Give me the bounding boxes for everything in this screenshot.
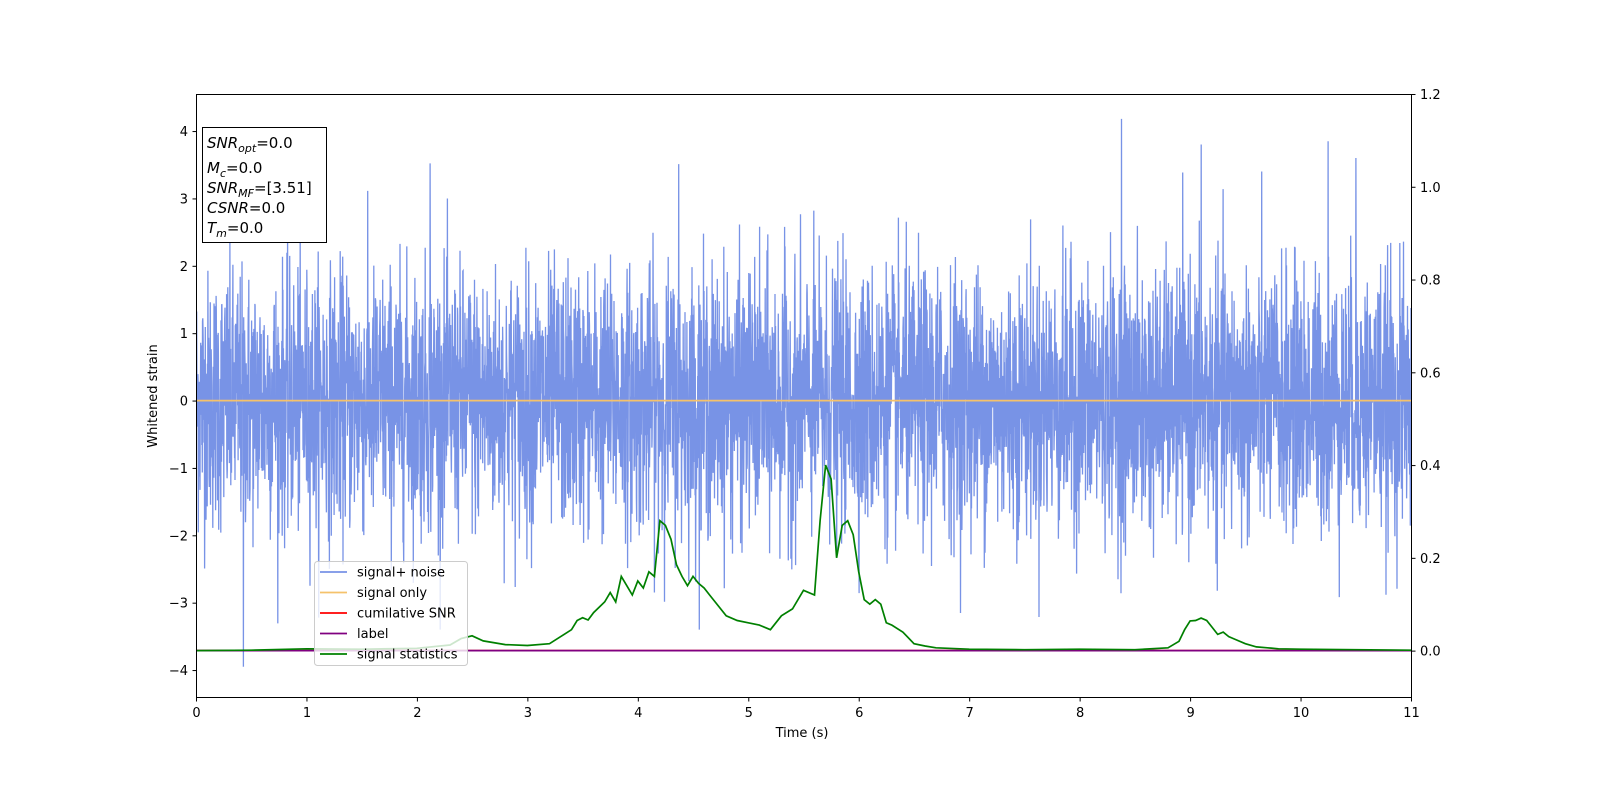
legend-label: signal statistics (357, 648, 458, 663)
ticks-layer: 0 1 2 3 4 5 6 7 8 9 10 11 −4 −3 −2 −1 0 1 2 3 4 0.0 0.2 0.4 0.6 0… (169, 88, 1441, 721)
x-tick-label: 6 (855, 706, 863, 721)
y-right-tick-label: 0.2 (1420, 552, 1441, 567)
x-tick-label: 10 (1293, 706, 1310, 721)
y-axis-label: Whitened strain (146, 344, 161, 447)
info-box-frame (202, 127, 327, 243)
series-line-signal-statistics (196, 464, 1411, 652)
y-left-tick-label: −3 (169, 597, 188, 612)
legend-item-cumulative-snr: cumilative SNR (320, 607, 456, 622)
legend-item-signal-only: signal only (320, 586, 427, 601)
info-box-line: SNRMF=[3.51] (207, 179, 312, 200)
info-box-line: Mc=0.0 (207, 159, 262, 180)
y-right-tick-label: 0.6 (1420, 366, 1441, 381)
y-right-tick-label: 1.2 (1420, 88, 1441, 103)
y-right-tick-label: 0.8 (1420, 274, 1441, 289)
y-right-tick-label: 0.4 (1420, 459, 1441, 474)
info-box-line: SNRopt=0.0 (207, 134, 293, 155)
y-right-tick-label: 0.0 (1420, 645, 1441, 660)
x-tick-label: 0 (192, 706, 200, 721)
y-left-tick-label: 4 (180, 125, 188, 140)
y-right-tick-label: 1.0 (1420, 181, 1441, 196)
series-line-signal-noise (196, 118, 1411, 667)
y-left-tick-label: −1 (169, 462, 188, 477)
y-left-tick-label: 2 (180, 260, 188, 275)
legend-label: label (357, 627, 388, 642)
x-tick-label: 7 (966, 706, 974, 721)
x-tick-label: 11 (1403, 706, 1420, 721)
y-left-tick-label: −4 (169, 664, 188, 679)
x-tick-label: 1 (303, 706, 311, 721)
info-box-line: CSNR=0.0 (207, 199, 285, 217)
y-left-tick-label: 3 (180, 192, 188, 207)
legend-label: signal only (357, 586, 427, 601)
axes-frame (196, 94, 1412, 698)
x-tick-label: 9 (1186, 706, 1194, 721)
legend-item-signal-noise: signal+ noise (320, 566, 445, 581)
legend-item-label: label (320, 627, 388, 642)
x-tick-label: 3 (524, 706, 532, 721)
legend-label: cumilative SNR (357, 607, 456, 622)
legend-frame (314, 561, 468, 666)
x-tick-label: 8 (1076, 706, 1084, 721)
x-tick-label: 5 (745, 706, 753, 721)
y-left-tick-label: 1 (180, 327, 188, 342)
x-axis-label: Time (s) (775, 726, 829, 741)
legend-label: signal+ noise (357, 566, 445, 581)
legend: signal+ noise signal only cumilative SNR la… (314, 561, 468, 666)
y-left-tick-label: −2 (169, 529, 188, 544)
x-tick-label: 4 (634, 706, 642, 721)
legend-item-signal-statistics: signal statistics (320, 648, 458, 663)
info-box-line: Tm=0.0 (207, 219, 263, 240)
y-left-tick-label: 0 (180, 395, 188, 410)
x-tick-label: 2 (413, 706, 421, 721)
